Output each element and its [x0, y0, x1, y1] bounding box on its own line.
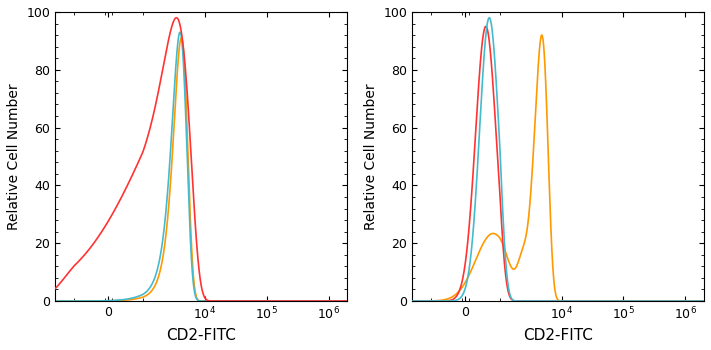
Y-axis label: Relative Cell Number: Relative Cell Number	[7, 83, 21, 230]
Y-axis label: Relative Cell Number: Relative Cell Number	[364, 83, 378, 230]
X-axis label: CD2-FITC: CD2-FITC	[523, 328, 593, 343]
X-axis label: CD2-FITC: CD2-FITC	[166, 328, 236, 343]
